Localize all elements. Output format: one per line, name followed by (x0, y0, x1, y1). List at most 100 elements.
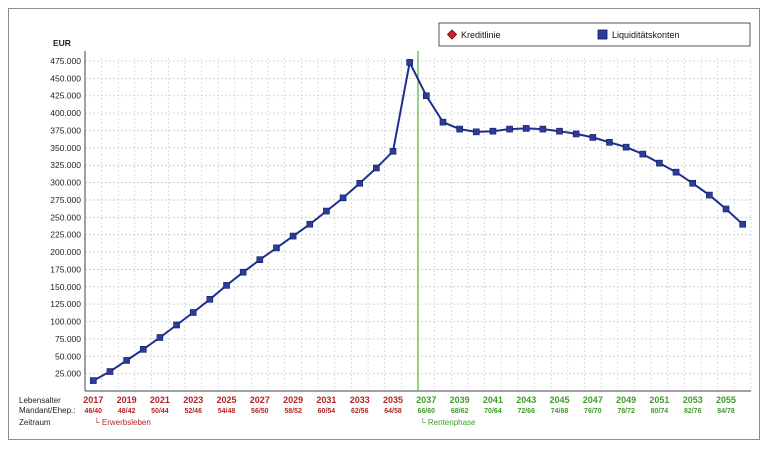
data-point (589, 134, 597, 141)
y-tick-label: 200.000 (50, 247, 81, 257)
legend: Kreditlinie Liquiditätskonten (438, 22, 751, 47)
chart-frame: 25.000 50.000 75.000 100.000 125.000 150.000 1… (8, 8, 760, 440)
y-tick-label: 350.000 (50, 143, 81, 153)
phase-label-rentenphase: └ Rentenphase (420, 417, 476, 427)
legend-label-liquiditaetskonten: Liquiditätskonten (612, 30, 680, 40)
data-point (256, 256, 264, 263)
data-point (439, 118, 447, 126)
x-tick-age: 50/44 (151, 408, 169, 415)
data-point (356, 179, 364, 187)
y-tick-label: 50.000 (55, 351, 81, 361)
data-point (656, 159, 663, 167)
data-point (106, 368, 114, 375)
y-tick-label: 225.000 (50, 230, 81, 240)
y-tick-label: 150.000 (50, 282, 81, 292)
x-tick-year: 2023 (183, 395, 203, 405)
data-point (539, 125, 547, 133)
data-point (489, 127, 497, 135)
x-tick-year: 2055 (716, 395, 736, 405)
x-tick-age: 70/64 (484, 408, 502, 415)
y-axis-title: EUR (53, 38, 71, 48)
data-point (506, 125, 513, 133)
x-tick-age: 66/60 (418, 408, 436, 415)
y-tick-label: 300.000 (50, 178, 81, 188)
axes: 25.000 50.000 75.000 100.000 125.000 150.000 1… (50, 38, 751, 392)
data-point (406, 59, 413, 66)
row-label-period: Zeitraum (19, 418, 51, 427)
phase-labels: └ Erwerbsleben └ Rentenphase (94, 417, 476, 427)
data-point (123, 357, 130, 364)
x-tick-year: 2019 (117, 395, 137, 405)
x-tick-year: 2041 (483, 395, 503, 405)
y-tick-label: 325.000 (50, 160, 81, 170)
legend-box (438, 22, 751, 47)
data-point (373, 164, 380, 172)
x-tick-age: 54/48 (218, 408, 236, 415)
x-tick-year: 2031 (316, 395, 336, 405)
data-point (239, 268, 247, 276)
y-tick-label: 425.000 (50, 91, 81, 101)
y-tick-label: 475.000 (50, 56, 81, 66)
y-tick-label: 175.000 (50, 264, 81, 274)
x-tick-year: 2047 (583, 395, 603, 405)
data-point (223, 282, 230, 289)
data-point (289, 232, 297, 240)
x-tick-age: 60/54 (318, 408, 336, 415)
x-tick-age: 74/68 (551, 408, 569, 415)
x-tick-year: 2035 (383, 395, 403, 405)
phase-label-erwerbsleben: └ Erwerbsleben (94, 417, 151, 427)
data-point (739, 220, 746, 228)
x-tick-age: 76/70 (584, 408, 602, 415)
row-label-mandant: Mandant/Ehep.: (19, 406, 75, 415)
data-point (206, 295, 214, 303)
x-tick-year: 2027 (250, 395, 270, 405)
data-point (90, 377, 97, 384)
data-point (556, 127, 563, 135)
data-point (622, 143, 630, 151)
data-point (156, 334, 164, 341)
data-point (639, 150, 647, 158)
data-point (173, 321, 180, 329)
data-point (522, 125, 530, 132)
x-tick-year: 2053 (683, 395, 703, 405)
data-point (572, 130, 580, 138)
x-tick-age: 84/78 (717, 408, 735, 415)
x-tick-year: 2029 (283, 395, 303, 405)
data-point (139, 346, 147, 353)
data-point (389, 148, 397, 155)
x-tick-year: 2037 (416, 395, 436, 405)
x-tick-age: 52/46 (184, 408, 202, 415)
data-point (339, 194, 347, 202)
x-tick-age: 56/50 (251, 408, 269, 415)
x-tick-age: 48/42 (118, 408, 136, 415)
red-diamond-icon (446, 29, 458, 40)
x-tick-year: 2043 (516, 395, 536, 405)
x-axis-labels: 2017 46/40 2019 48/42 2021 50/44 2023 52/46 2025… (83, 395, 736, 415)
chart: 25.000 50.000 75.000 100.000 125.000 150.000 1… (19, 22, 752, 427)
data-point (189, 309, 197, 316)
y-tick-label: 100.000 (50, 317, 81, 327)
data-point (273, 244, 280, 252)
y-tick-label: 450.000 (50, 73, 81, 83)
data-point (606, 138, 613, 146)
y-tick-label: 75.000 (55, 334, 81, 344)
x-tick-age: 58/52 (284, 408, 302, 415)
data-point (456, 125, 463, 133)
y-tick-label: 125.000 (50, 299, 81, 309)
x-tick-age: 82/76 (684, 408, 702, 415)
data-point (672, 168, 680, 176)
blue-square-icon (597, 29, 608, 40)
x-tick-age: 80/74 (651, 408, 669, 415)
y-tick-label: 250.000 (50, 212, 81, 222)
data-point (689, 179, 697, 187)
x-tick-year: 2025 (217, 395, 237, 405)
x-tick-age: 72/66 (517, 408, 535, 415)
data-point (423, 92, 430, 100)
series-liquiditaetskonten (90, 59, 746, 384)
x-tick-year: 2017 (83, 395, 103, 405)
x-tick-year: 2039 (450, 395, 470, 405)
legend-label-kreditlinie: Kreditlinie (461, 30, 501, 40)
series-line (92, 59, 744, 382)
x-tick-year: 2051 (649, 395, 669, 405)
data-point (306, 220, 314, 228)
